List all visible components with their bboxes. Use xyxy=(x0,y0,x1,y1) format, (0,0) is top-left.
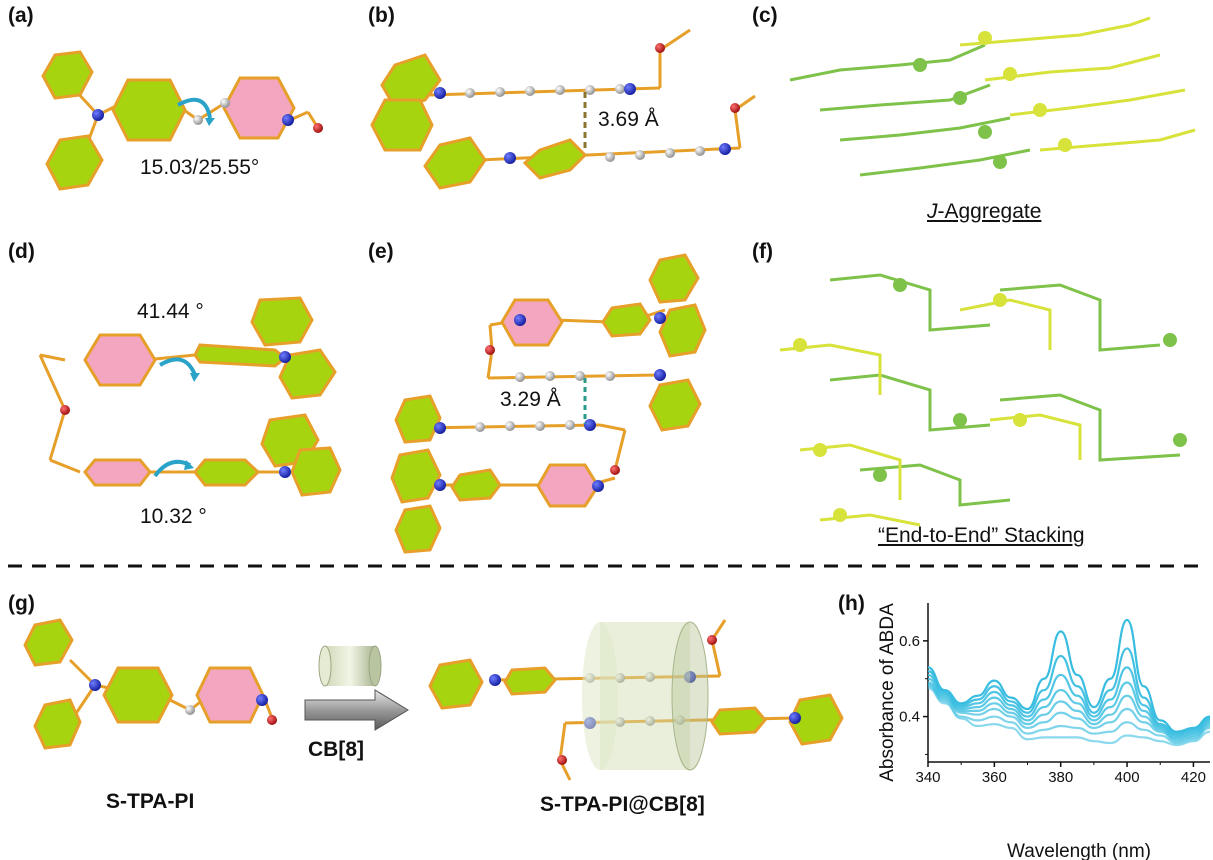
host-guest-complex xyxy=(428,619,844,781)
dihedral-angle-a: 15.03/25.55° xyxy=(140,156,260,179)
panel-label-e: (e) xyxy=(368,240,394,263)
dihedral-angle-d-top: 41.44 ° xyxy=(137,300,204,323)
dimer-e xyxy=(390,253,707,554)
compound-name-left: S-TPA-PI xyxy=(106,790,195,813)
cb8-icon xyxy=(318,645,382,687)
series-line-5 xyxy=(927,681,1211,741)
series-line-7 xyxy=(927,685,1211,745)
dimer-d xyxy=(38,296,342,497)
x-tick-label: 380 xyxy=(1048,769,1073,786)
panel-label-a: (a) xyxy=(8,4,34,27)
dimer-b xyxy=(370,28,756,190)
reagent-label: CB[8] xyxy=(308,738,364,761)
molecule-a xyxy=(41,50,323,191)
caption-j-italic: J xyxy=(927,200,938,223)
series-line-6 xyxy=(927,683,1211,743)
reaction-arrow xyxy=(304,689,409,731)
caption-j-rest: -Aggregate xyxy=(937,200,1042,223)
absorbance-chart: 340 360 380 400 420 0.4 0.6 Wavelength (nm) Abso… xyxy=(877,603,1211,860)
series-line-4 xyxy=(927,677,1211,739)
series-line-1 xyxy=(927,618,1211,733)
panel-label-d: (d) xyxy=(8,240,35,263)
series-line-3 xyxy=(927,666,1211,737)
caption-end-to-end: “End-to-End” Stacking xyxy=(878,524,1085,547)
series-line-2 xyxy=(927,647,1211,735)
x-tick-label: 400 xyxy=(1115,769,1140,786)
caption-j-aggregate: J-Aggregate xyxy=(927,200,1041,224)
end-to-end-stacking-f xyxy=(779,273,1187,527)
panel-label-b: (b) xyxy=(368,4,395,27)
j-aggregate-c xyxy=(789,16,1196,177)
y-axis-label: Absorbance of ABDA xyxy=(877,603,898,782)
x-tick-label: 360 xyxy=(982,769,1007,786)
panel-label-h: (h) xyxy=(838,592,865,615)
x-axis-label: Wavelength (nm) xyxy=(1007,841,1151,860)
molecule-g-left xyxy=(23,618,277,750)
compound-name-right: S-TPA-PI@CB[8] xyxy=(540,793,705,816)
y-tick-label: 0.4 xyxy=(899,709,920,726)
stacking-distance-e: 3.29 Å xyxy=(500,388,561,411)
y-tick-label: 0.6 xyxy=(899,633,920,650)
panel-label-g: (g) xyxy=(8,592,35,615)
series-line-8 xyxy=(927,687,1211,747)
x-tick-label: 340 xyxy=(915,769,940,786)
panel-label-f: (f) xyxy=(752,240,773,263)
stacking-distance-b: 3.69 Å xyxy=(598,108,659,131)
panel-label-c: (c) xyxy=(752,4,778,27)
x-tick-label: 420 xyxy=(1181,769,1206,786)
dihedral-angle-d-bottom: 10.32 ° xyxy=(140,505,207,528)
